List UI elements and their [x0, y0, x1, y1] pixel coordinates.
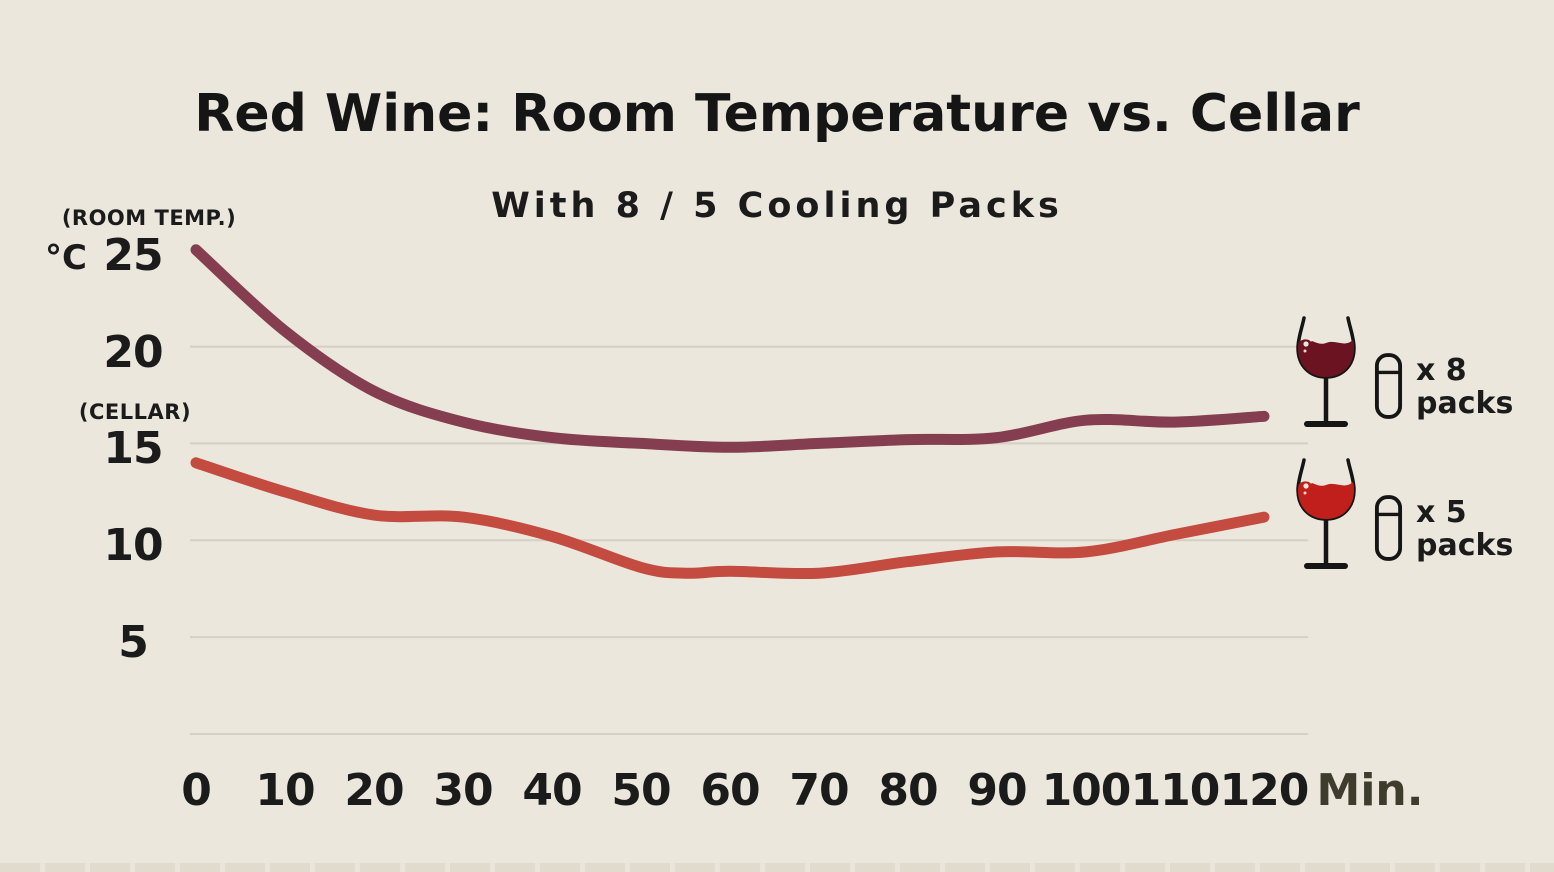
y-tick-label: 5 [118, 617, 149, 669]
y-axis-unit-label: °C [45, 238, 87, 278]
chart-title: Red Wine: Room Temperature vs. Cellar [194, 84, 1360, 144]
legend-multiplier: x 5 [1416, 495, 1467, 530]
cooling-pack-icon [1374, 495, 1403, 561]
legend-entry-cellar: x 5 packs [1292, 456, 1552, 578]
chart-subtitle: With 8 / 5 Cooling Packs [491, 186, 1063, 226]
y-tick-label: 10 [103, 520, 163, 572]
series-line-room-temperature [190, 244, 1270, 453]
y-tick-label: 25 [103, 229, 163, 281]
x-tick-label: 100 [1041, 765, 1132, 816]
x-tick-label: 0 [181, 765, 212, 816]
x-tick-label: 110 [1130, 765, 1221, 816]
x-tick-label: 90 [967, 765, 1027, 816]
y-tick-label: 20 [103, 326, 163, 378]
wine-glass-dark-icon [1296, 316, 1356, 427]
bottom-filmstrip-strip [0, 863, 1554, 872]
legend-label-5-packs: x 5 packs [1416, 496, 1513, 562]
chart-legend: x 8 packs x 5 packs [1292, 314, 1552, 598]
legend-label-8-packs: x 8 packs [1416, 354, 1513, 420]
legend-unit: packs [1416, 386, 1514, 421]
x-tick-label: 120 [1219, 765, 1310, 816]
cooling-pack-icon [1374, 353, 1403, 419]
room-temp-annotation: (ROOM TEMP.) [61, 206, 237, 230]
cellar-annotation: (CELLAR) [78, 400, 192, 424]
x-tick-label: 70 [789, 765, 849, 816]
x-axis-unit-label: Min. [1316, 765, 1424, 816]
x-tick-label: 80 [878, 765, 938, 816]
legend-unit: packs [1416, 528, 1514, 563]
x-tick-label: 40 [522, 765, 582, 816]
legend-multiplier: x 8 [1416, 353, 1467, 388]
wine-glass-red-icon [1296, 458, 1356, 569]
x-tick-label: 50 [611, 765, 671, 816]
legend-entry-room-temp: x 8 packs [1292, 314, 1552, 436]
x-tick-label: 10 [255, 765, 315, 816]
x-tick-label: 20 [344, 765, 404, 816]
series-line-cellar [190, 457, 1270, 580]
y-tick-label: 15 [103, 423, 163, 475]
x-tick-label: 30 [433, 765, 493, 816]
x-tick-label: 60 [700, 765, 760, 816]
